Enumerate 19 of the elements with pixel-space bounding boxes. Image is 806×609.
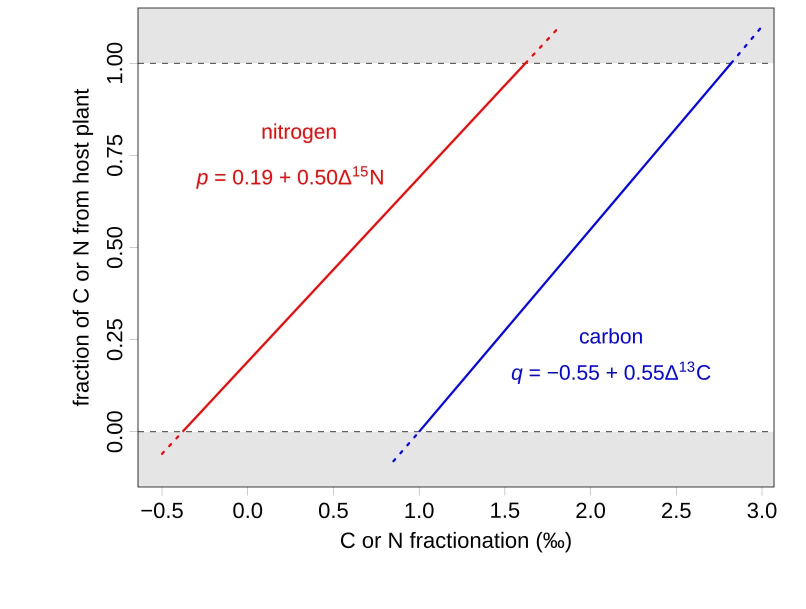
y-tick-label: 0.75: [106, 134, 122, 176]
x-tick-label: 0.0: [233, 502, 262, 518]
x-axis-title: C or N fractionation (‰): [340, 532, 571, 552]
x-tick-label: −0.5: [141, 502, 183, 518]
y-tick-label: 0.00: [106, 411, 122, 452]
annotation: p = 0.19 + 0.50Δ$^{15}$N: [196, 166, 383, 189]
x-tick-label: 1.0: [406, 502, 434, 518]
x-tick-label: 1.5: [491, 502, 520, 518]
text: carbon: [580, 328, 642, 344]
annotation: q = −0.55 + 0.55Δ$^{13}$C: [512, 361, 710, 384]
text: nitrogen: [262, 123, 336, 144]
x-tick-label: 3.0: [748, 502, 776, 518]
y-tick-label: 1.00: [106, 42, 122, 84]
y-tick-label: 0.25: [106, 319, 122, 360]
y-axis-title: fraction of C or N from host plant: [72, 88, 94, 406]
x-tick-label: 2.5: [662, 502, 691, 518]
y-tick-label: 0.50: [106, 226, 122, 268]
x-tick-label: 0.5: [318, 502, 348, 518]
x-tick-label: 2.0: [576, 502, 605, 518]
